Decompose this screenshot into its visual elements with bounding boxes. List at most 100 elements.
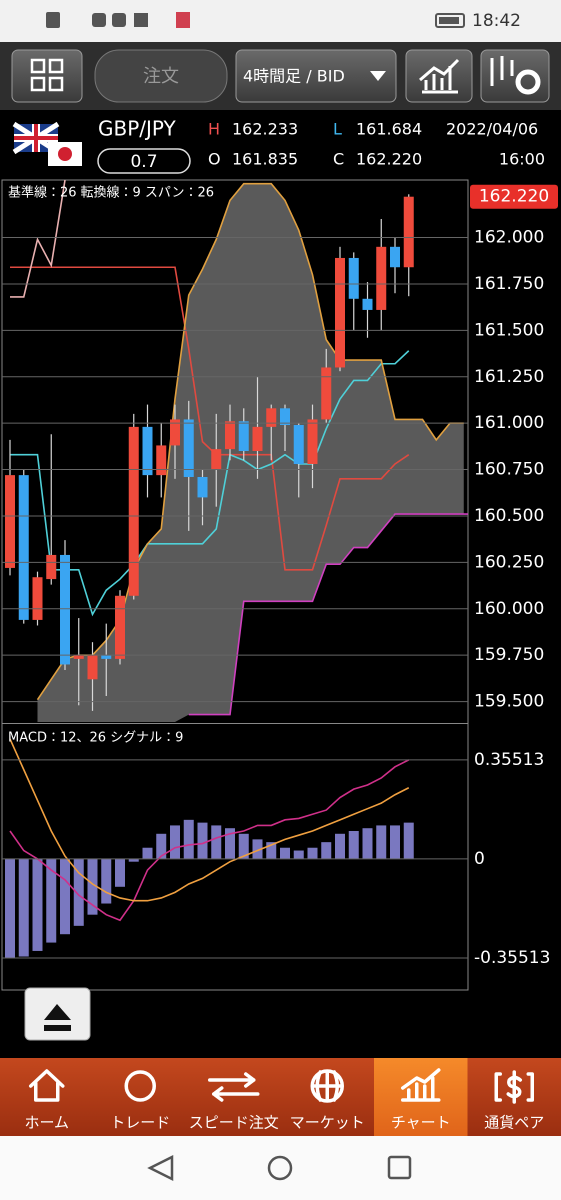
candle-body	[142, 426, 153, 476]
main-plot	[5, 180, 468, 722]
nav-icon	[494, 1070, 534, 1104]
y-tick-label: 161.250	[474, 367, 544, 387]
lot-box[interactable]: 0.7	[97, 148, 191, 174]
candle-body	[266, 408, 277, 427]
histogram-bar	[170, 825, 180, 859]
close-label: C	[333, 150, 344, 169]
indicator-settings-button[interactable]	[480, 49, 550, 103]
y-tick-label: 159.500	[474, 692, 544, 712]
histogram-bar	[403, 822, 414, 859]
kumo	[37, 183, 464, 722]
last-price-tag	[470, 184, 558, 209]
kijun-line	[10, 266, 410, 571]
candle-body	[128, 426, 139, 596]
order-button[interactable]: 注文	[94, 49, 228, 103]
histogram-bar	[211, 825, 222, 859]
candle-body	[156, 445, 167, 476]
lot: 0.7	[130, 152, 157, 172]
high-label: H	[208, 120, 220, 139]
y-tick-label: -0.35513	[474, 948, 550, 968]
nav-item[interactable]: チャート	[391, 1068, 451, 1132]
nav-label: チャート	[391, 1114, 451, 1132]
histogram-bar	[348, 831, 359, 859]
y-tick-label: 161.000	[474, 413, 544, 433]
menu-button[interactable]	[11, 49, 83, 103]
histogram-bar	[197, 822, 208, 859]
macd-line	[9, 759, 410, 922]
senkou-b-line	[188, 513, 468, 716]
y-tick-label: 160.000	[474, 599, 544, 619]
histogram-bar	[142, 847, 153, 859]
candle-body	[18, 475, 29, 620]
open-value: 161.835	[232, 150, 298, 169]
y-tick-label: 0.35513	[474, 750, 544, 770]
chart-type-button[interactable]	[405, 49, 473, 103]
histogram-bar	[73, 858, 84, 926]
low-label: L	[333, 120, 342, 139]
chikou-line	[10, 180, 66, 298]
candle-body	[238, 421, 249, 451]
histogram-bar	[128, 858, 139, 862]
histogram-bar	[321, 842, 332, 859]
collapse-button[interactable]	[24, 987, 91, 1041]
macd-plot	[5, 738, 414, 958]
timeframe-label: 4時間足 / BID	[243, 67, 345, 86]
histogram-bar	[376, 825, 387, 859]
histogram-bar	[60, 858, 70, 935]
nav-icon	[208, 1072, 260, 1102]
system-buttons[interactable]	[147, 1154, 412, 1182]
histogram-bar	[307, 847, 318, 859]
histogram-bar	[252, 839, 263, 859]
timeframe-button[interactable]: 4時間足 / BID	[235, 49, 397, 103]
nav-icon	[310, 1069, 344, 1103]
candle-body	[32, 577, 43, 620]
high-value: 162.233	[232, 120, 298, 139]
nav-item[interactable]: トレード	[110, 1070, 170, 1132]
candle-body	[211, 449, 222, 470]
senkou-a-line	[36, 182, 464, 701]
pair: GBP/JPY	[98, 117, 177, 141]
nav-item[interactable]: 通貨ペア	[484, 1070, 544, 1132]
histogram-bar	[362, 828, 373, 859]
candle-body	[170, 419, 180, 446]
candle-body	[46, 554, 57, 580]
candle-body	[5, 475, 15, 568]
order-label: 注文	[143, 66, 179, 87]
legend-item: 転換線：9	[81, 185, 141, 201]
nav-icon	[29, 1069, 65, 1102]
nav-item[interactable]: ホーム	[24, 1069, 69, 1132]
bottom-nav	[0, 1058, 561, 1136]
nav-item[interactable]: スピード注文	[189, 1072, 279, 1132]
status-time: 18:42	[472, 11, 521, 31]
legend-item: スパン：26	[145, 186, 214, 201]
tenkan-line	[10, 350, 410, 617]
nav-item[interactable]: マーケット	[290, 1069, 365, 1132]
candle-body	[307, 419, 318, 464]
nav-label: マーケット	[290, 1114, 365, 1132]
histogram-bar	[101, 858, 112, 904]
candle-body	[293, 425, 304, 464]
close-value: 162.220	[356, 150, 422, 169]
histogram-bar	[225, 828, 235, 859]
date: 2022/04/06	[446, 120, 538, 139]
flags	[12, 121, 82, 166]
candle-body	[197, 476, 208, 498]
y-tick-label: 161.750	[474, 274, 544, 294]
histogram-bar	[183, 819, 194, 859]
y-tick-label: 0	[474, 849, 485, 869]
open-label: O	[208, 150, 221, 169]
histogram-bar	[293, 850, 304, 859]
legend-item: 基準線：26	[8, 185, 77, 201]
system-nav	[0, 1136, 561, 1200]
candle-body	[362, 298, 373, 310]
legend-item: シグナル：9	[110, 731, 183, 746]
candle-body	[60, 554, 70, 665]
histogram-bar	[5, 858, 15, 958]
candle-body	[280, 408, 290, 426]
low-value: 161.684	[356, 120, 422, 139]
nav-label: 通貨ペア	[484, 1114, 544, 1132]
candle-body	[101, 655, 112, 659]
histogram-bar	[32, 858, 43, 951]
candle-body	[87, 655, 98, 680]
